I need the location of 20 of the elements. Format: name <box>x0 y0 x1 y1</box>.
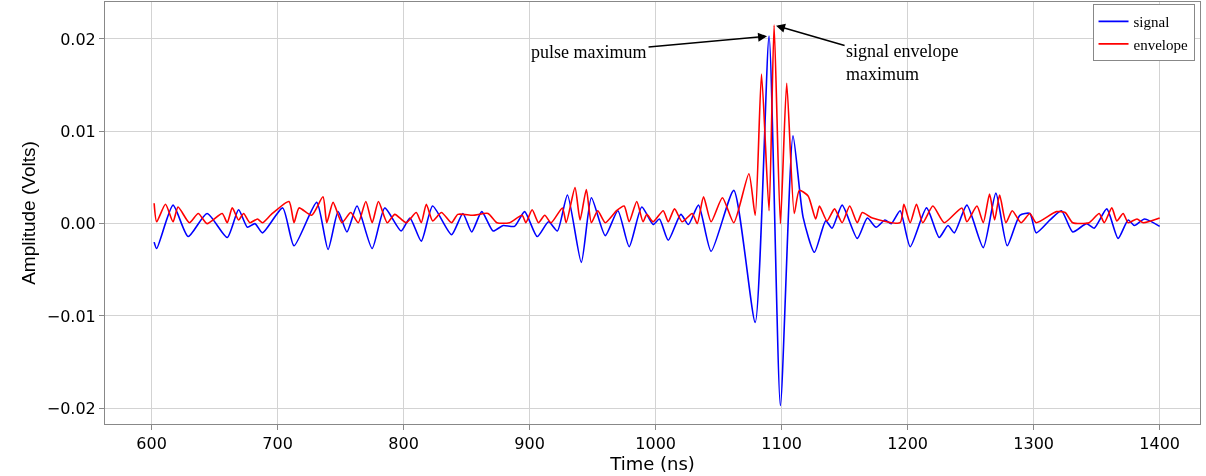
y-tick-label: 0.02 <box>60 29 96 49</box>
x-tick-label: 1300 <box>1013 434 1055 454</box>
annotation: signal envelope maximum <box>846 41 959 85</box>
y-tick-label: −0.02 <box>46 398 96 418</box>
legend-label: envelope <box>1133 36 1189 53</box>
legend-label: signal <box>1133 14 1170 31</box>
x-tick-label: 600 <box>136 434 167 454</box>
x-tick-label: 800 <box>388 434 419 454</box>
y-tick-label: 0.01 <box>60 121 96 141</box>
x-tick-label: 1400 <box>1139 434 1181 454</box>
x-tick-label: 900 <box>514 434 545 454</box>
y-tick-label: −0.01 <box>46 306 96 326</box>
x-tick-label: 1200 <box>887 434 929 454</box>
x-axis-title: Time (ns) <box>609 453 695 475</box>
annotation: pulse maximum <box>531 42 647 62</box>
y-tick-label: 0.00 <box>60 214 96 234</box>
x-tick-label: 1100 <box>761 434 803 454</box>
y-axis-title: Amplitude (Volts) <box>17 141 39 285</box>
x-tick-label: 1000 <box>635 434 677 454</box>
x-tick-label: 700 <box>262 434 293 454</box>
